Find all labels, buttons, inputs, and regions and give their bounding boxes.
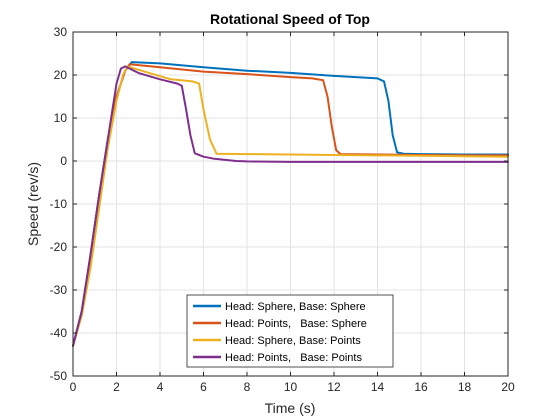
y-tick-label: -10 <box>50 197 68 211</box>
legend: Head: Sphere, Base: Sphere Head: Points, … <box>186 294 394 368</box>
legend-label-1: Head: Sphere, Base: Sphere <box>225 301 366 313</box>
series-line-4 <box>72 65 509 347</box>
x-tick-label: 10 <box>284 380 298 394</box>
x-tick-label: 2 <box>113 380 120 394</box>
x-tick-label: 12 <box>327 380 341 394</box>
x-tick-label: 18 <box>458 380 472 394</box>
legend-label-2: Head: Points, Base: Sphere <box>225 318 367 330</box>
series-lines <box>72 61 509 347</box>
x-tick-label: 6 <box>200 380 207 394</box>
x-tick-label: 4 <box>157 380 164 394</box>
x-tick-label: 8 <box>244 380 251 394</box>
x-axis-label: Time (s) <box>265 400 316 416</box>
x-tick-label: 16 <box>414 380 428 394</box>
y-tick-label: 0 <box>60 154 67 168</box>
y-tick-label: -30 <box>50 283 68 297</box>
tick-marks <box>72 31 509 377</box>
series-line-3 <box>72 65 509 347</box>
chart-title: Rotational Speed of Top <box>210 11 370 27</box>
y-tick-label: -50 <box>50 369 68 383</box>
y-tick-label: -40 <box>50 326 68 340</box>
y-axis-label: Speed (rev/s) <box>25 162 41 246</box>
x-tick-label: 0 <box>70 380 77 394</box>
y-tick-label: 10 <box>54 111 68 125</box>
x-tick-label: 14 <box>371 380 385 394</box>
y-tick-label: 20 <box>54 68 68 82</box>
x-tick-label: 20 <box>501 380 515 394</box>
y-tick-label: 30 <box>54 25 68 39</box>
legend-label-3: Head: Sphere, Base: Points <box>225 335 361 347</box>
legend-box <box>186 294 394 368</box>
y-tick-label: -20 <box>50 240 68 254</box>
tick-labels: 0 2 4 6 8 10 12 14 16 18 20 -50 -40 -30 -20 -10 0 10 20 30 <box>50 25 515 394</box>
legend-label-4: Head: Points, Base: Points <box>225 352 362 364</box>
